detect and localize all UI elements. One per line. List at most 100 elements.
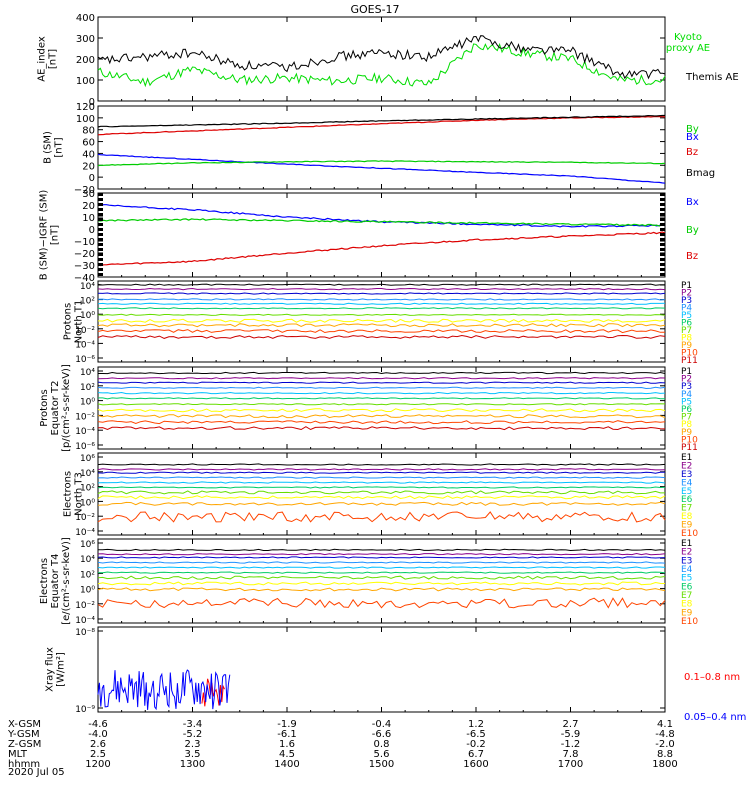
flux-legend-label: E7 xyxy=(681,591,692,601)
flux-series-line xyxy=(97,391,666,395)
flux-legend-label: E8 xyxy=(681,600,693,610)
flux-series-line xyxy=(97,481,666,484)
flux-legend-label: P1 xyxy=(681,367,692,377)
edge-marker xyxy=(660,193,665,196)
y-tick-label: −20 xyxy=(74,249,95,260)
y-tick-label: 10⁻⁶ xyxy=(75,355,95,365)
flux-ylabel-line: Protons xyxy=(39,389,50,426)
flux-series-line xyxy=(97,403,666,406)
y-tick-label: 300 xyxy=(76,34,95,45)
bfield-series-line xyxy=(97,231,666,267)
y-tick-label: 10⁻² xyxy=(75,412,95,422)
flux-legend-label: P10 xyxy=(681,349,698,359)
xray-legend-long: 0.1–0.8 nm xyxy=(684,672,740,683)
flux-series-line xyxy=(97,287,666,291)
edge-marker xyxy=(98,243,103,246)
ae-ylabel: AE_index [nT] xyxy=(37,36,59,82)
ae-series-line xyxy=(97,35,666,80)
orbit-cell: -5.9 xyxy=(561,729,581,740)
orbit-cell: 4.1 xyxy=(657,719,673,730)
edge-marker xyxy=(98,198,103,201)
flux-ylabel-line: Equator T2 xyxy=(50,381,61,436)
plot-title: GOES-17 xyxy=(350,3,399,16)
orbit-cell: -4.6 xyxy=(88,719,108,730)
flux-legend-label: E9 xyxy=(681,608,693,618)
edge-marker xyxy=(660,268,665,271)
y-tick-label: 10⁻⁸ xyxy=(75,628,95,638)
y-tick-label: 60 xyxy=(82,138,95,149)
edge-marker xyxy=(98,248,103,251)
y-tick-label: 10² xyxy=(80,570,95,580)
flux-series-line xyxy=(97,471,666,474)
flux-legend-label: P3 xyxy=(681,296,692,306)
xray-ylabel-line: [W/m²] xyxy=(56,652,67,687)
flux-legend-label: P1 xyxy=(681,281,692,291)
panel-frame xyxy=(97,366,666,450)
bfield-series-line xyxy=(97,218,666,227)
flux-series-line xyxy=(97,501,666,506)
edge-marker xyxy=(660,203,665,206)
panel-frame xyxy=(97,538,666,624)
flux-series-line xyxy=(97,408,666,413)
y-tick-label: −40 xyxy=(74,273,95,284)
flux-legend-label: E8 xyxy=(681,512,693,522)
y-tick-label: 200 xyxy=(76,55,95,66)
flux-ylabel: Electrons Equator T4 [e/(cm²-s-sr-keV)] xyxy=(39,537,72,625)
flux-ylabel: Protons North T1 xyxy=(63,300,85,344)
bfield-legend-label: Bx xyxy=(686,132,699,143)
edge-marker xyxy=(660,208,665,211)
flux-legend-label: P8 xyxy=(681,334,692,344)
flux-legend-label: P6 xyxy=(681,319,692,329)
orbit-cell: 1500 xyxy=(369,759,394,770)
flux-legend-label: E2 xyxy=(681,548,692,558)
flux-series-line xyxy=(97,381,666,384)
y-tick-label: 10⁴ xyxy=(80,282,95,292)
orbit-cell: 1800 xyxy=(652,759,677,770)
bfield-ylabel: B (SM) [nT] xyxy=(43,131,65,164)
flux-legend-label: P5 xyxy=(681,311,692,321)
orbit-cell: -4.8 xyxy=(655,729,675,740)
flux-legend-label: P9 xyxy=(681,428,692,438)
y-tick-label: 10⁰ xyxy=(80,586,95,596)
edge-marker xyxy=(98,213,103,216)
flux-legend-label: P4 xyxy=(681,304,692,314)
ae-ylabel-line: [nT] xyxy=(48,49,59,69)
xray-ylabel: Xray flux [W/m²] xyxy=(45,647,67,692)
edge-marker xyxy=(660,223,665,226)
edge-marker xyxy=(98,273,103,276)
orbit-cell: 1300 xyxy=(180,759,205,770)
orbit-cell: 2.3 xyxy=(185,739,201,750)
orbit-cell: 1200 xyxy=(85,759,110,770)
y-tick-label: 10⁴ xyxy=(80,469,95,479)
edge-marker xyxy=(660,263,665,266)
flux-ylabel-line: Electrons xyxy=(39,558,50,604)
edge-marker xyxy=(660,233,665,236)
flux-legend-label: P7 xyxy=(681,413,692,423)
y-tick-label: 10⁻⁴ xyxy=(75,340,95,350)
orbit-cell: 7.8 xyxy=(563,749,579,760)
bfield-legend-label: By xyxy=(686,225,699,236)
orbit-cell: -0.2 xyxy=(466,739,486,750)
orbit-cell: 1600 xyxy=(463,759,488,770)
edge-marker xyxy=(98,218,103,221)
edge-marker xyxy=(98,208,103,211)
flux-series-line xyxy=(98,397,666,400)
orbit-cell: 3.5 xyxy=(185,749,201,760)
flux-legend-label: P11 xyxy=(681,443,698,453)
flux-series-line xyxy=(97,581,666,586)
flux-series-line xyxy=(97,377,666,380)
orbit-cell: 1.6 xyxy=(279,739,295,750)
orbit-row-label: X-GSM xyxy=(8,719,41,730)
flux-ylabel-line: [e/(cm²-s-sr-keV)] xyxy=(61,537,72,625)
flux-ylabel-line: Protons xyxy=(63,303,74,340)
bfield-legend-label: Bz xyxy=(686,251,698,262)
flux-legend-label: E2 xyxy=(681,461,692,471)
flux-legend-label: E6 xyxy=(681,582,693,592)
flux-series-line xyxy=(97,318,666,323)
xray-legend-short: 0.05–0.4 nm xyxy=(684,712,746,723)
flux-legend-label: E9 xyxy=(681,521,693,531)
y-tick-label: −30 xyxy=(74,261,95,272)
y-tick-label: 0 xyxy=(89,173,95,184)
flux-series-line xyxy=(97,414,666,419)
edge-marker xyxy=(660,243,665,246)
